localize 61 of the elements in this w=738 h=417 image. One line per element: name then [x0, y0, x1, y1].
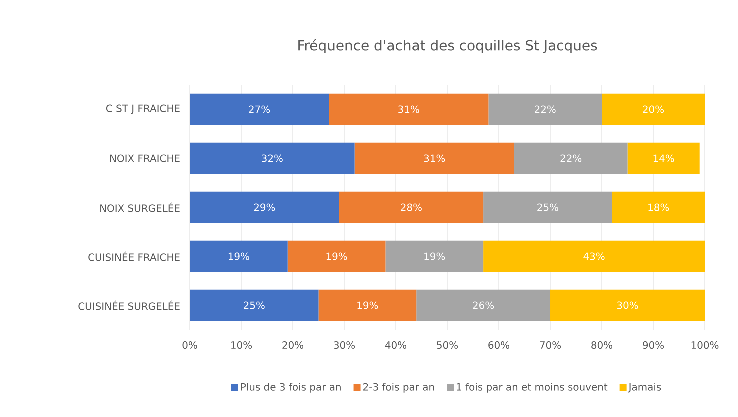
bar — [612, 192, 706, 224]
data-label: 18% — [648, 204, 670, 212]
data-label: 29% — [254, 204, 276, 212]
legend-label: 2-3 fois par an — [364, 383, 434, 393]
x-tick-label: 30% — [334, 342, 356, 350]
bar — [488, 94, 602, 126]
data-label: 19% — [424, 252, 446, 260]
data-label: 31% — [398, 106, 420, 114]
bar — [514, 142, 628, 174]
bar — [288, 240, 386, 272]
bar — [484, 240, 706, 272]
y-tick-label: CUISINÉE SURGELÉE — [78, 300, 180, 310]
legend-label: Plus de 3 fois par an — [241, 383, 341, 393]
data-label: 25% — [244, 302, 265, 310]
bar — [416, 290, 551, 322]
y-tick-label: NOIX SURGELÉE — [100, 202, 180, 212]
x-tick-label: 60% — [488, 342, 510, 350]
bar — [190, 290, 319, 322]
y-tick-label: C ST J FRAICHE — [106, 104, 180, 114]
bar — [190, 192, 340, 224]
x-tick-label: 70% — [540, 342, 562, 350]
bar — [484, 192, 612, 224]
bar — [190, 142, 355, 174]
legend-label: 1 fois par an et moins souvent — [457, 383, 608, 393]
chart-title: Fréquence d'achat des coquilles St Jacques — [298, 39, 598, 54]
data-label: 25% — [538, 204, 558, 212]
data-label: 19% — [326, 252, 348, 260]
data-label: 20% — [643, 106, 664, 114]
data-label: 30% — [617, 302, 638, 310]
y-tick-label: NOIX FRAICHE — [110, 154, 180, 162]
bar — [190, 94, 330, 126]
bar — [628, 142, 700, 174]
data-label: 22% — [535, 106, 556, 114]
bar — [550, 290, 706, 322]
x-tick-label: 90% — [643, 342, 664, 350]
x-tick-label: 10% — [232, 342, 252, 350]
legend-label: Jamais — [628, 383, 662, 393]
data-label: 43% — [584, 252, 605, 260]
data-label: 19% — [358, 302, 378, 310]
x-tick-label: 20% — [282, 342, 304, 350]
data-label: 26% — [473, 302, 494, 310]
data-label: 27% — [249, 106, 270, 114]
data-label: 14% — [654, 154, 674, 162]
x-tick-label: 40% — [385, 342, 407, 350]
data-label: 22% — [560, 154, 582, 162]
bar — [329, 94, 489, 126]
x-tick-label: 80% — [592, 342, 613, 350]
bar — [318, 290, 417, 322]
data-label: 32% — [262, 154, 283, 162]
bar — [190, 240, 288, 272]
data-label: 19% — [228, 252, 250, 260]
data-label: 28% — [401, 204, 422, 212]
data-label: 31% — [424, 154, 446, 162]
bar — [354, 142, 514, 174]
x-tick-label: 100% — [692, 342, 719, 350]
bar — [386, 240, 484, 272]
x-tick-label: 50% — [437, 342, 458, 350]
y-tick-label: CUISINÉE FRAICHE — [88, 252, 180, 262]
bar — [339, 192, 484, 224]
x-tick-label: 0% — [182, 342, 198, 350]
bar — [602, 94, 706, 126]
